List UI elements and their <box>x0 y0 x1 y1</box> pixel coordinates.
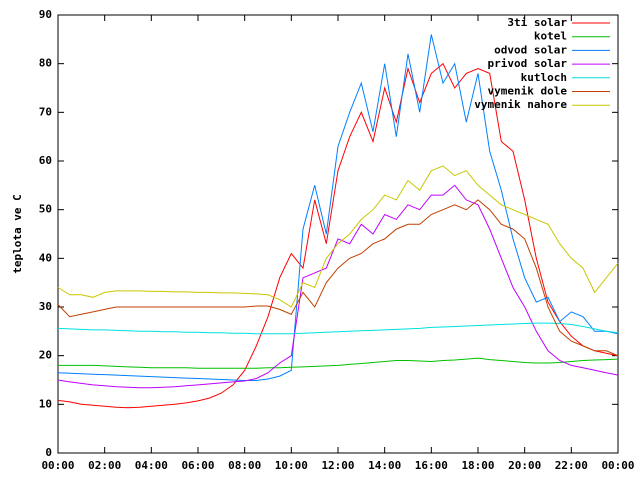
x-tick-label: 12:00 <box>321 459 354 472</box>
y-tick-label: 60 <box>39 154 52 167</box>
legend-label: odvod solar <box>494 43 567 56</box>
series-line <box>57 199 619 357</box>
x-tick-label: 22:00 <box>555 459 588 472</box>
y-tick-label: 30 <box>39 300 52 313</box>
y-tick-label: 90 <box>39 8 52 21</box>
y-tick-label: 10 <box>39 397 52 410</box>
series-line <box>57 165 619 308</box>
y-axis-label: teplota ve C <box>11 194 24 273</box>
series-line <box>57 322 619 335</box>
x-tick-label: 08:00 <box>228 459 261 472</box>
series-line <box>57 62 619 409</box>
y-tick-label: 50 <box>39 203 52 216</box>
x-tick-label: 06:00 <box>181 459 214 472</box>
y-tick-label: 20 <box>39 349 52 362</box>
legend-label: vymenik nahore <box>474 98 567 111</box>
x-tick-label: 04:00 <box>135 459 168 472</box>
x-tick-label: 18:00 <box>461 459 494 472</box>
series-line <box>57 184 619 389</box>
y-tick-label: 0 <box>45 446 52 459</box>
y-tick-label: 40 <box>39 251 52 264</box>
x-tick-label: 00:00 <box>601 459 634 472</box>
x-tick-label: 14:00 <box>368 459 401 472</box>
x-tick-label: 16:00 <box>415 459 448 472</box>
x-tick-label: 02:00 <box>88 459 121 472</box>
legend-label: kutloch <box>521 71 567 84</box>
x-tick-label: 20:00 <box>508 459 541 472</box>
x-tick-label: 00:00 <box>41 459 74 472</box>
legend-label: kotel <box>534 30 567 43</box>
y-tick-label: 80 <box>39 57 52 70</box>
legend-label: privod solar <box>488 57 568 70</box>
legend-label: 3ti solar <box>507 16 567 29</box>
x-tick-label: 10:00 <box>275 459 308 472</box>
legend-label: vymenik dole <box>488 85 568 98</box>
series-line <box>58 357 619 369</box>
series-line <box>57 34 619 381</box>
y-tick-label: 70 <box>39 105 52 118</box>
